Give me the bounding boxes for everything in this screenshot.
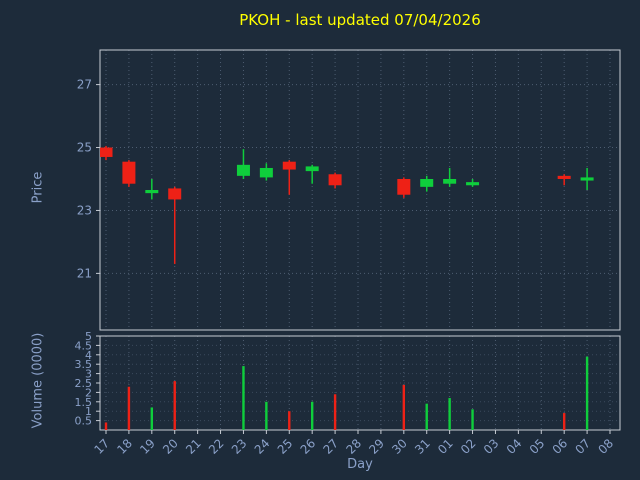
- day-tick-label: 03: [481, 436, 502, 457]
- axes-spines: [99, 49, 621, 431]
- gridlines: [100, 50, 620, 430]
- candle-19: [145, 178, 159, 200]
- day-tick-label: 29: [366, 436, 387, 457]
- candle-31: [420, 175, 434, 192]
- candle-07: [580, 167, 594, 190]
- candle-17: [100, 145, 113, 161]
- volume-tick-label: 4: [85, 349, 92, 362]
- volume-bar-30: [402, 384, 406, 430]
- day-tick-label: 23: [229, 436, 250, 457]
- volume-bar-20: [173, 381, 176, 430]
- day-tick-label: 02: [458, 436, 479, 457]
- candle-26: [305, 164, 319, 184]
- day-tick-label: 05: [527, 436, 548, 457]
- volume-tick-label: 1: [85, 405, 92, 418]
- day-tick-label: 27: [321, 436, 342, 457]
- day-tick-label: 18: [114, 436, 135, 457]
- day-tick-label: 28: [343, 436, 364, 457]
- candle-02: [466, 178, 480, 187]
- candlesticks: [100, 145, 594, 264]
- candle-20: [168, 186, 182, 264]
- volume-tick-label: 3.5: [75, 358, 93, 371]
- price-tick-label: 23: [77, 203, 92, 217]
- volume-tick-label: 3: [85, 368, 92, 381]
- volume-bar-02: [471, 409, 474, 430]
- day-tick-label: 30: [389, 436, 410, 457]
- candle-25: [282, 160, 296, 195]
- volume-bar-31: [425, 403, 428, 430]
- volume-tick-label: 1.5: [75, 396, 93, 409]
- volume-bar-01: [448, 398, 451, 430]
- volume-bar-26: [310, 401, 314, 430]
- volume-bar-19: [150, 407, 154, 430]
- day-tick-label: 08: [595, 436, 616, 457]
- volume-bar-17: [104, 422, 108, 430]
- candle-30: [397, 177, 411, 198]
- day-tick-label: 26: [298, 436, 319, 457]
- day-tick-label: 04: [504, 436, 525, 457]
- volume-bars: [104, 356, 589, 430]
- day-tick-label: 22: [206, 436, 227, 457]
- volume-bar-27: [333, 394, 337, 430]
- volume-tick-label: 2.5: [75, 377, 93, 390]
- day-tick-label: 01: [435, 436, 456, 457]
- volume-bar-07: [585, 356, 589, 430]
- day-tick-label: 31: [412, 436, 433, 457]
- volume-tick-label: 5: [85, 330, 92, 343]
- price-tick-label: 21: [77, 266, 92, 280]
- volume-tick-label: 2: [85, 386, 92, 399]
- day-tick-label: 06: [550, 436, 571, 457]
- chart-title: PKOH - last updated 07/04/2026: [239, 11, 481, 29]
- candle-23: [236, 149, 250, 179]
- day-tick-label: 25: [275, 436, 296, 457]
- candle-18: [122, 160, 136, 187]
- day-tick-label: 24: [252, 436, 273, 457]
- candle-01: [443, 167, 457, 187]
- volume-tick-label: 4.5: [75, 339, 93, 352]
- volume-bar-23: [242, 366, 245, 430]
- day-tick-label: 21: [183, 436, 204, 457]
- volume-bar-24: [265, 401, 268, 430]
- candle-06: [557, 174, 571, 186]
- candle-24: [259, 163, 273, 181]
- volume-bar-25: [288, 411, 291, 430]
- day-tick-label: 19: [137, 436, 158, 457]
- price-tick-label: 27: [77, 78, 92, 92]
- price-tick-label: 25: [77, 141, 92, 155]
- volume-bar-18: [127, 386, 131, 430]
- day-tick-label: 07: [573, 436, 594, 457]
- volume-tick-label: 0.5: [75, 415, 93, 428]
- day-tick-label: 17: [91, 436, 112, 457]
- tick-marks: [96, 84, 611, 434]
- day-tick-label: 20: [160, 436, 181, 457]
- day-axis-label: Day: [347, 457, 373, 472]
- candle-27: [328, 172, 342, 189]
- volume-bar-06: [562, 413, 566, 430]
